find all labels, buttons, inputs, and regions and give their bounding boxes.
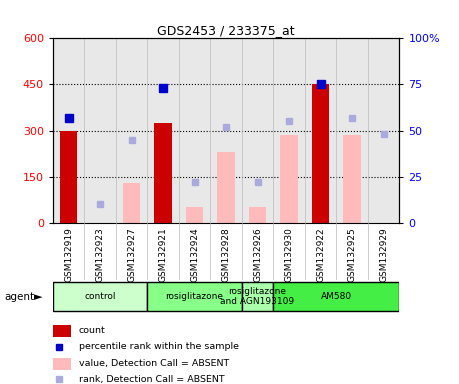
Bar: [249, 207, 266, 223]
Text: GSM132926: GSM132926: [253, 227, 262, 282]
Text: GSM132927: GSM132927: [127, 227, 136, 282]
Text: AM580: AM580: [321, 292, 352, 301]
Bar: [52, 325, 71, 337]
Text: GSM132928: GSM132928: [222, 227, 230, 282]
Bar: [312, 84, 329, 223]
Text: ►: ►: [34, 291, 43, 302]
Bar: [147, 282, 242, 311]
Text: GSM132919: GSM132919: [64, 227, 73, 282]
Text: GSM132921: GSM132921: [158, 227, 168, 282]
Bar: [273, 282, 399, 311]
Bar: [60, 131, 77, 223]
Text: GSM132925: GSM132925: [347, 227, 357, 282]
Bar: [242, 282, 273, 311]
Title: GDS2453 / 233375_at: GDS2453 / 233375_at: [157, 24, 295, 37]
Text: GSM132922: GSM132922: [316, 227, 325, 282]
Text: GSM132924: GSM132924: [190, 227, 199, 282]
Text: GSM132923: GSM132923: [95, 227, 105, 282]
Bar: [218, 152, 235, 223]
Bar: [123, 183, 140, 223]
Bar: [280, 135, 298, 223]
Bar: [343, 135, 361, 223]
Text: value, Detection Call = ABSENT: value, Detection Call = ABSENT: [79, 359, 229, 367]
Bar: [53, 282, 147, 311]
Bar: [154, 123, 172, 223]
Bar: [52, 358, 71, 370]
Text: GSM132929: GSM132929: [379, 227, 388, 282]
Text: rank, Detection Call = ABSENT: rank, Detection Call = ABSENT: [79, 375, 224, 384]
Bar: [186, 207, 203, 223]
Text: control: control: [84, 292, 116, 301]
Text: count: count: [79, 326, 106, 335]
Text: agent: agent: [5, 291, 35, 302]
Text: percentile rank within the sample: percentile rank within the sample: [79, 342, 239, 351]
Text: GSM132930: GSM132930: [285, 227, 294, 282]
Text: rosiglitazone: rosiglitazone: [166, 292, 224, 301]
Text: rosiglitazone
and AGN193109: rosiglitazone and AGN193109: [220, 287, 295, 306]
